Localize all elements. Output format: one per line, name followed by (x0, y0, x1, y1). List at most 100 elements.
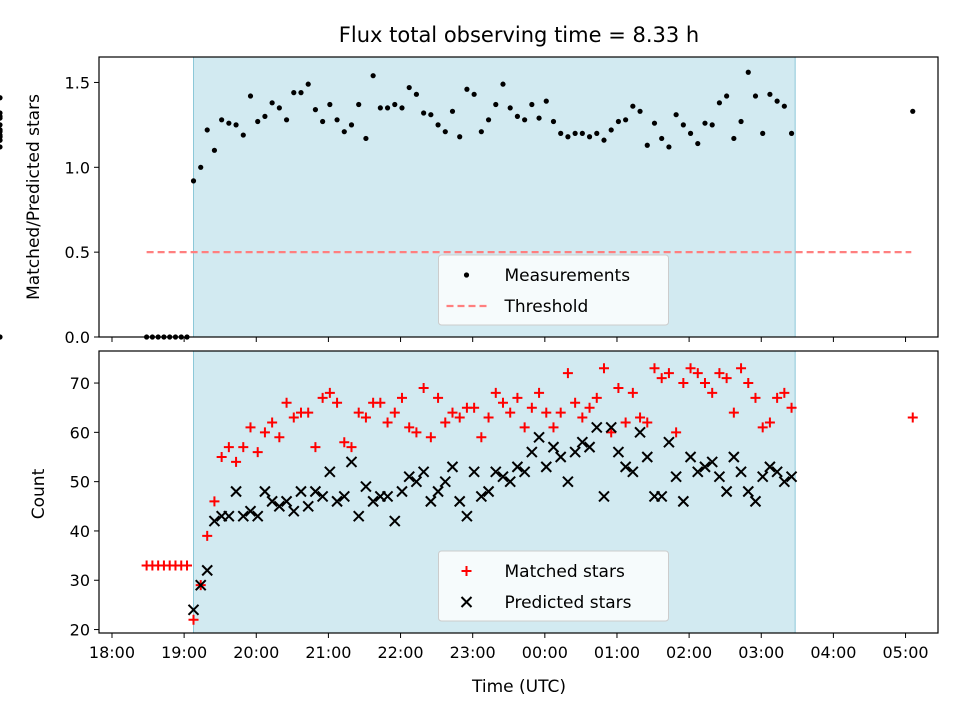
matched-star-point (627, 387, 638, 398)
legend-box (438, 550, 669, 622)
predicted-star-point (288, 505, 300, 517)
legend-label: Measurements (505, 266, 631, 286)
predicted-star-point (187, 604, 200, 616)
predicted-star-point (324, 466, 336, 478)
measurement-point (788, 130, 795, 136)
bottom-axes-frame (98, 350, 939, 634)
matched-star-point (671, 427, 682, 438)
predicted-star-point (641, 451, 653, 463)
measurement-point (341, 129, 347, 135)
matched-star-point (317, 392, 328, 403)
matched-star-point (259, 427, 270, 438)
matched-star-point (382, 417, 393, 428)
matched-star-point (779, 387, 790, 398)
measurement-point (356, 101, 362, 108)
predicted-star-point (778, 475, 791, 488)
measurement-point (565, 134, 571, 140)
predicted-star-point (706, 456, 718, 468)
measurement-point (298, 90, 304, 96)
matched-star-point (649, 363, 660, 374)
predicted-star-point (338, 490, 350, 503)
predicted-star-point (764, 461, 776, 473)
matched-star-point (418, 382, 429, 393)
measurement-point (767, 91, 773, 97)
predicted-star-point (562, 475, 574, 488)
matched-star-point (541, 407, 552, 418)
matched-star-point (411, 427, 422, 438)
measurement-point (211, 147, 218, 153)
predicted-star-point (367, 495, 379, 508)
bottom-y-tick-label: 50 (70, 473, 90, 492)
predicted-star-point (497, 471, 509, 483)
matched-star-point (707, 387, 718, 398)
predicted-star-point (475, 490, 488, 503)
matched-star-point (699, 378, 710, 389)
predicted-star-point (461, 510, 473, 522)
x-tick-label: 22:00 (377, 643, 423, 662)
measurement-point (305, 81, 311, 87)
predicted-star-point (684, 451, 697, 463)
predicted-star-point (446, 461, 459, 473)
measurement-point (608, 127, 614, 133)
measurement-point (327, 101, 333, 108)
predicted-star-point (381, 490, 394, 503)
bottom-y-tick-label: 30 (70, 571, 90, 590)
matched-star-point (375, 397, 386, 408)
measurement-point (623, 117, 629, 123)
legend-predicted-swatch (460, 596, 473, 608)
measurement-point (384, 105, 391, 111)
measurement-point (644, 142, 650, 148)
measurement-point (471, 91, 477, 97)
measurement-point (586, 134, 593, 140)
matched-star-point (274, 432, 285, 443)
matched-star-point (519, 422, 530, 433)
matched-star-point (469, 402, 480, 413)
measurement-point (507, 105, 513, 111)
predicted-star-point (490, 466, 502, 478)
measurement-point (233, 122, 239, 128)
matched-star-point (245, 422, 256, 433)
measurement-point (781, 103, 787, 109)
legend-measurement-swatch (463, 272, 470, 278)
measurement-point (198, 164, 204, 170)
predicted-star-point (223, 510, 235, 522)
matched-star-point (714, 368, 725, 379)
matched-star-point (577, 412, 588, 423)
measurement-point (363, 135, 369, 142)
predicted-star-point (518, 466, 531, 478)
measurement-point (493, 101, 499, 108)
measurement-point (255, 118, 261, 125)
bottom-panel: 20 30 40 50 60 70 18:00 19:00 20:00 21:00 22:00 23:… (70, 350, 939, 662)
measurement-point (695, 140, 701, 147)
bottom-y-tick-label: 20 (70, 621, 90, 640)
measurement-point (348, 122, 355, 128)
matched-star-point (346, 442, 357, 453)
bottom-y-tick-label: 60 (70, 423, 90, 442)
bottom-y-axis-label: Count (29, 468, 49, 519)
measurement-point (262, 113, 268, 119)
x-tick-label: 20:00 (233, 643, 279, 662)
measurement-point (910, 108, 916, 114)
measurement-point (514, 113, 521, 119)
measurement-point (370, 73, 376, 79)
x-tick-label: 01:00 (594, 643, 640, 662)
measurement-point (421, 110, 427, 116)
predicted-star-point (273, 500, 286, 513)
matched-star-point (750, 392, 761, 403)
measurement-point (637, 108, 643, 114)
measurement-point (601, 137, 607, 143)
matched-star-point (188, 614, 199, 625)
matched-star-point (757, 422, 768, 433)
x-tick-label: 00:00 (522, 643, 568, 662)
matched-star-point (728, 407, 739, 418)
predicted-star-point (237, 510, 249, 522)
matched-star-point (267, 417, 278, 428)
measurement-point (247, 93, 254, 99)
series-matched-stars (142, 363, 918, 625)
predicted-star-point (663, 436, 675, 448)
predicted-star-point (331, 495, 343, 508)
measurement-point (406, 84, 412, 91)
predicted-star-point (612, 446, 625, 458)
measurement-point (219, 117, 225, 123)
matched-star-point (606, 427, 617, 438)
